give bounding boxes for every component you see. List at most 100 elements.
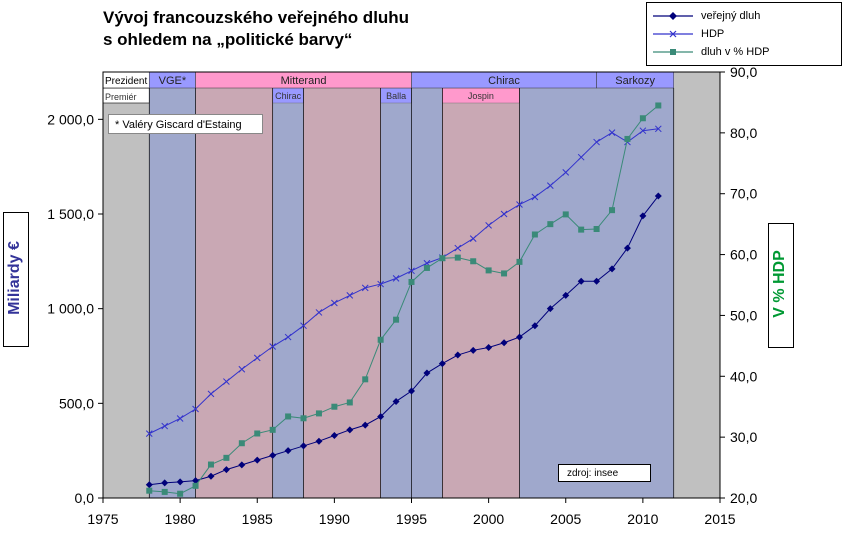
data-point-debt	[562, 291, 570, 299]
x-tick-label: 2000	[473, 511, 504, 527]
data-point-ratio	[624, 135, 631, 142]
data-point-gdp	[485, 222, 492, 229]
data-point-gdp	[377, 280, 385, 288]
period-area	[442, 103, 520, 498]
data-point-ratio	[408, 278, 415, 285]
data-point-debt	[500, 339, 508, 347]
data-point-debt	[608, 265, 616, 273]
data-point-ratio	[146, 487, 153, 494]
footnote-vge: * Valéry Giscard d'Estaing	[108, 114, 263, 134]
data-point-debt	[654, 192, 662, 200]
data-point-ratio	[300, 415, 307, 422]
legend-ratio-icon	[653, 49, 693, 55]
data-point-gdp	[392, 275, 400, 282]
data-point-gdp	[654, 125, 662, 133]
period-area	[149, 103, 196, 498]
x-tick-label: 1975	[87, 511, 118, 527]
data-point-debt	[392, 397, 400, 405]
president-header-label: Prezident	[105, 76, 147, 87]
y-right-tick-label: 90,0	[730, 64, 757, 80]
legend-item-gdp: HDP	[651, 26, 724, 42]
data-point-ratio	[639, 115, 646, 122]
data-point-ratio	[454, 254, 461, 261]
period-area	[411, 103, 443, 498]
data-point-debt	[639, 212, 647, 220]
data-point-debt	[315, 437, 323, 445]
y-left-tick-label: 0,0	[75, 490, 95, 506]
data-point-gdp	[469, 235, 477, 242]
data-point-gdp	[207, 390, 215, 398]
y-right-tick-label: 20,0	[730, 490, 757, 506]
data-point-gdp	[331, 299, 338, 307]
chart-title-line-1: Vývoj francouzského veřejného dluhu	[103, 8, 410, 27]
data-point-gdp	[253, 354, 261, 362]
data-point-debt	[438, 360, 446, 368]
data-point-gdp	[608, 129, 616, 136]
y-left-tick-label: 2 000,0	[47, 111, 94, 127]
data-point-gdp	[593, 138, 600, 146]
right-axis-title-box	[768, 223, 794, 348]
data-point-ratio	[485, 267, 492, 274]
president-label: Sarkozy	[615, 75, 655, 87]
series-line	[149, 105, 659, 495]
data-point-debt	[161, 479, 169, 487]
data-point-ratio	[470, 258, 477, 265]
data-point-ratio	[223, 454, 230, 461]
period-area	[195, 103, 273, 498]
legend-gdp-icon	[653, 30, 693, 38]
data-point-gdp	[546, 182, 554, 189]
period-area	[519, 103, 674, 498]
x-tick-label: 1995	[396, 511, 427, 527]
data-point-ratio	[346, 399, 353, 406]
data-point-ratio	[547, 221, 554, 228]
data-point-gdp	[500, 210, 508, 218]
legend-label-debt: veřejný dluh	[701, 10, 761, 22]
premier-label: Balla	[386, 91, 406, 101]
y-right-tick-label: 30,0	[730, 429, 757, 445]
y-left-tick-label: 500,0	[59, 395, 94, 411]
data-point-debt	[593, 277, 601, 285]
series-line	[149, 128, 659, 435]
data-point-gdp	[238, 365, 246, 373]
data-point-gdp	[192, 405, 199, 413]
data-point-ratio	[501, 270, 508, 277]
premier-row-cell	[519, 88, 674, 103]
data-point-debt	[207, 472, 215, 480]
x-tick-label: 2010	[627, 511, 658, 527]
data-point-debt	[454, 351, 462, 359]
president-label: Mitterand	[281, 75, 327, 87]
period-area	[272, 103, 304, 498]
chart-title-line-2: s ohledem na „politické barvy“	[103, 30, 353, 49]
data-point-ratio	[516, 258, 523, 265]
premier-label: Jospin	[468, 91, 494, 101]
president-label: VGE*	[159, 75, 187, 87]
data-point-ratio	[609, 207, 616, 214]
legend-item-debt: veřejný dluh	[651, 8, 760, 24]
data-point-gdp	[577, 153, 585, 161]
legend-label-gdp: HDP	[701, 28, 725, 40]
x-tick-label: 1985	[242, 511, 273, 527]
y-right-tick-label: 40,0	[730, 368, 757, 384]
data-point-debt	[623, 244, 631, 252]
data-point-gdp	[300, 322, 307, 330]
data-point-ratio	[269, 426, 276, 433]
data-point-ratio	[562, 211, 569, 218]
data-point-debt	[515, 333, 523, 341]
data-point-ratio	[161, 488, 168, 495]
data-point-ratio	[377, 336, 384, 343]
data-point-gdp	[284, 333, 292, 341]
legend-item-ratio: dluh v % HDP	[651, 44, 769, 60]
data-point-debt	[238, 461, 246, 469]
premier-row-cell	[303, 88, 381, 103]
y-right-tick-label: 70,0	[730, 186, 757, 202]
data-point-ratio	[331, 403, 338, 410]
x-tick-label: 1980	[165, 511, 196, 527]
y-right-tick-label: 80,0	[730, 125, 757, 141]
period-area	[303, 103, 381, 498]
premier-row-cell	[411, 88, 443, 103]
data-point-debt	[423, 369, 431, 377]
data-point-debt	[377, 413, 385, 421]
data-point-ratio	[423, 264, 430, 271]
data-point-gdp	[531, 193, 539, 201]
